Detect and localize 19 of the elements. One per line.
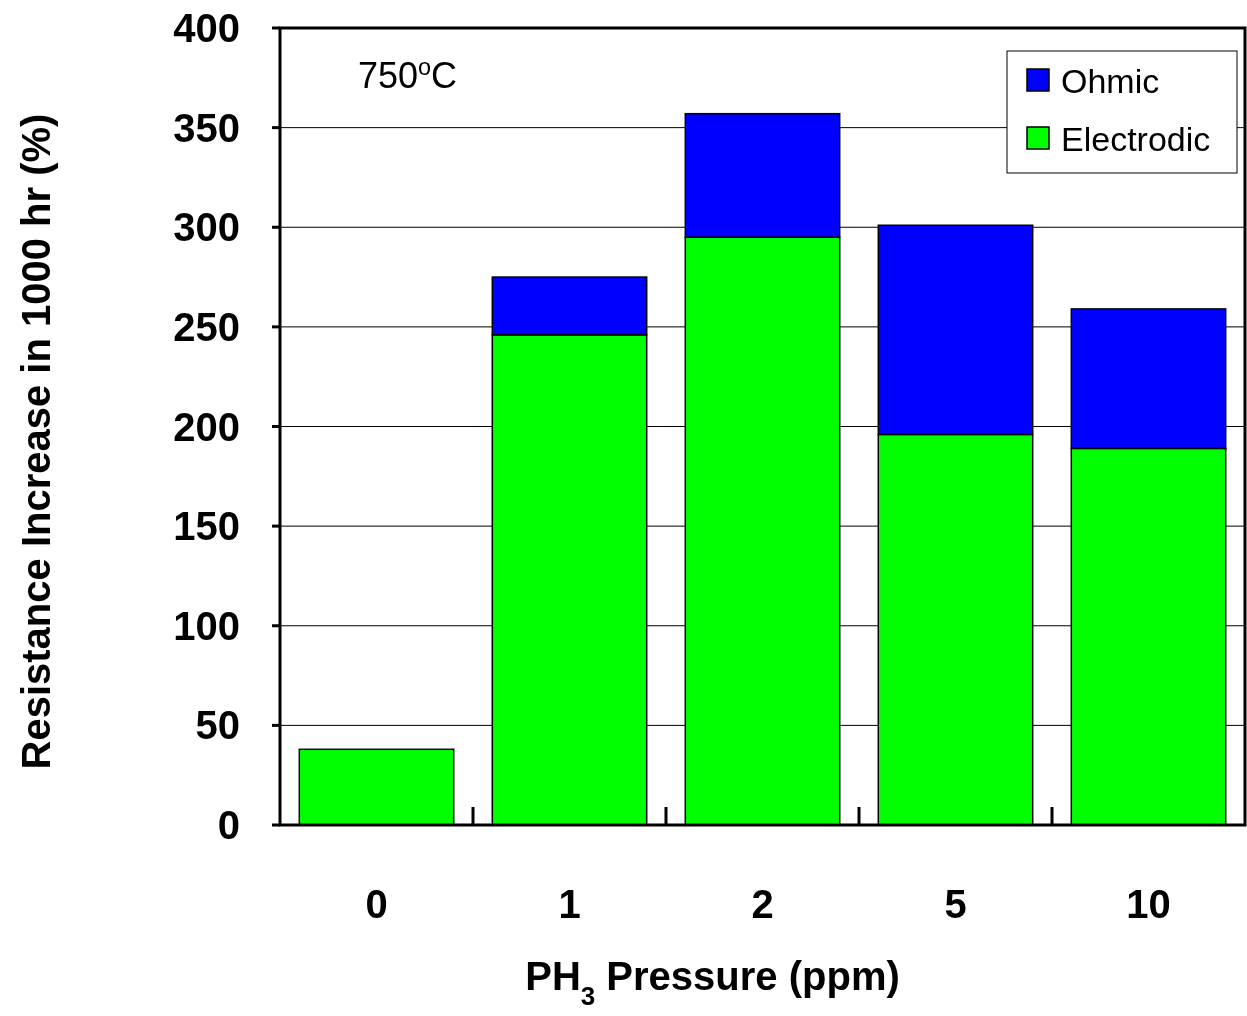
y-axis-title: Resistance Increase in 1000 hr (%) (14, 113, 58, 770)
y-tick-label: 350 (173, 105, 240, 150)
y-tick-label: 0 (217, 803, 240, 847)
x-tick-label: 1 (558, 882, 581, 926)
y-tick-label: 400 (173, 6, 240, 50)
x-tick-label: 2 (751, 882, 774, 926)
annotation: 750$^{o}$C (358, 54, 458, 96)
legend-label: Ohmic (1061, 61, 1160, 100)
y-tick-label: 50 (195, 703, 240, 748)
y-tick-label: 150 (173, 504, 240, 549)
y-tick-label: 250 (173, 304, 240, 349)
legend-label: Electrodic (1061, 119, 1211, 158)
x-tick-label: 10 (1126, 882, 1171, 926)
y-tick-label: 100 (173, 603, 240, 648)
y-tick-label: 300 (173, 205, 240, 250)
x-tick-label: 5 (944, 882, 967, 926)
x-tick-label: 0 (365, 882, 388, 926)
y-tick-label: 200 (173, 404, 240, 449)
x-axis-title: PH$_{3}$ Pressure (ppm) (525, 954, 900, 1011)
